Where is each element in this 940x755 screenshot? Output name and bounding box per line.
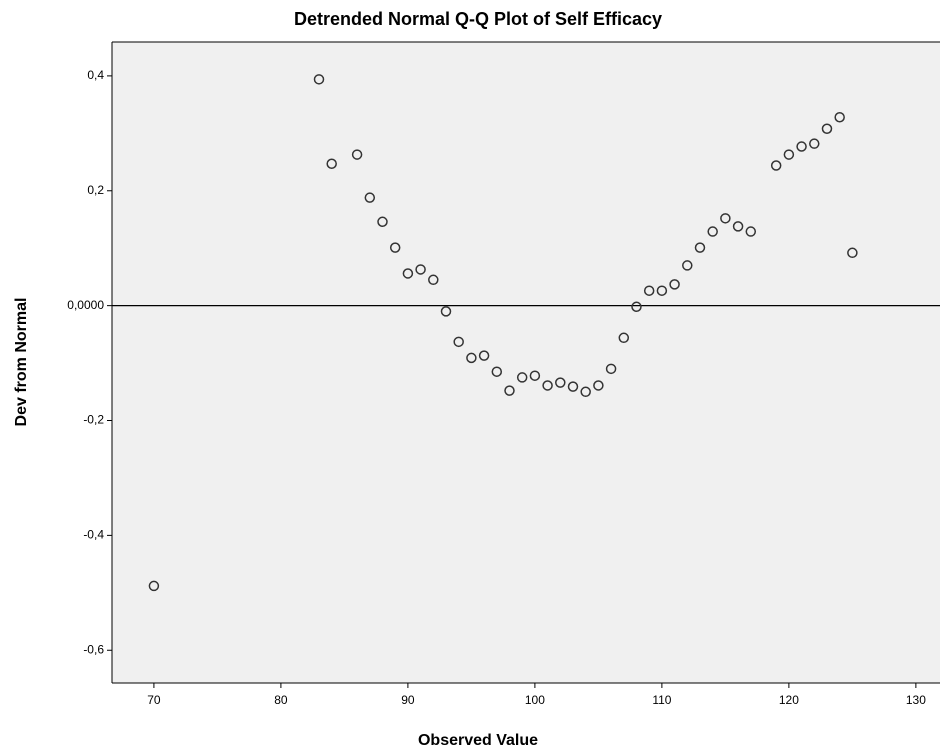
point <box>631 301 642 313</box>
point <box>516 372 528 383</box>
y-tick-label: 0,2 <box>87 183 104 197</box>
point <box>326 158 337 170</box>
chart-title: Detrended Normal Q-Q Plot of Self Effica… <box>294 9 662 29</box>
point <box>478 350 490 361</box>
point <box>453 336 464 348</box>
point <box>402 268 414 279</box>
point <box>821 123 833 134</box>
x-tick-label: 100 <box>525 693 545 707</box>
point <box>377 216 388 228</box>
point <box>313 74 325 85</box>
point <box>656 285 668 296</box>
point <box>580 386 591 398</box>
point <box>593 380 604 391</box>
plot-area <box>112 42 940 683</box>
y-tick-label: -0,6 <box>83 642 104 656</box>
point <box>682 260 693 271</box>
point <box>834 111 845 123</box>
point <box>618 332 630 344</box>
point <box>694 242 706 253</box>
point <box>389 242 401 253</box>
point <box>567 381 579 392</box>
point <box>148 580 160 592</box>
point <box>643 285 655 296</box>
y-axis-label: Dev from Normal <box>13 298 30 427</box>
y-tick-label: -0,4 <box>83 528 104 542</box>
point <box>364 192 376 203</box>
point <box>466 352 477 364</box>
point <box>732 221 744 232</box>
point <box>542 380 553 391</box>
x-tick-label: 120 <box>779 693 799 707</box>
point <box>415 264 426 275</box>
point <box>745 226 757 237</box>
y-tick-label: -0,2 <box>83 413 104 427</box>
x-tick-label: 130 <box>906 693 926 707</box>
point <box>770 160 782 171</box>
y-tick-label: 0,0000 <box>67 298 104 312</box>
point <box>707 226 718 237</box>
point <box>351 149 363 160</box>
point <box>504 385 515 396</box>
x-tick-label: 80 <box>274 693 288 707</box>
point <box>555 377 566 388</box>
point <box>440 306 452 317</box>
x-tick-label: 70 <box>147 693 161 707</box>
point <box>669 279 680 290</box>
y-tick-label: 0,4 <box>87 68 104 82</box>
point <box>491 366 503 377</box>
x-tick-label: 110 <box>652 693 671 707</box>
point <box>809 138 820 149</box>
point <box>783 149 795 160</box>
point <box>605 363 617 375</box>
x-tick-label: 90 <box>401 693 415 707</box>
point <box>796 141 807 152</box>
point <box>720 213 731 224</box>
point <box>428 274 439 286</box>
x-axis-label: Observed Value <box>418 732 538 749</box>
point <box>529 370 541 381</box>
point <box>847 247 858 259</box>
